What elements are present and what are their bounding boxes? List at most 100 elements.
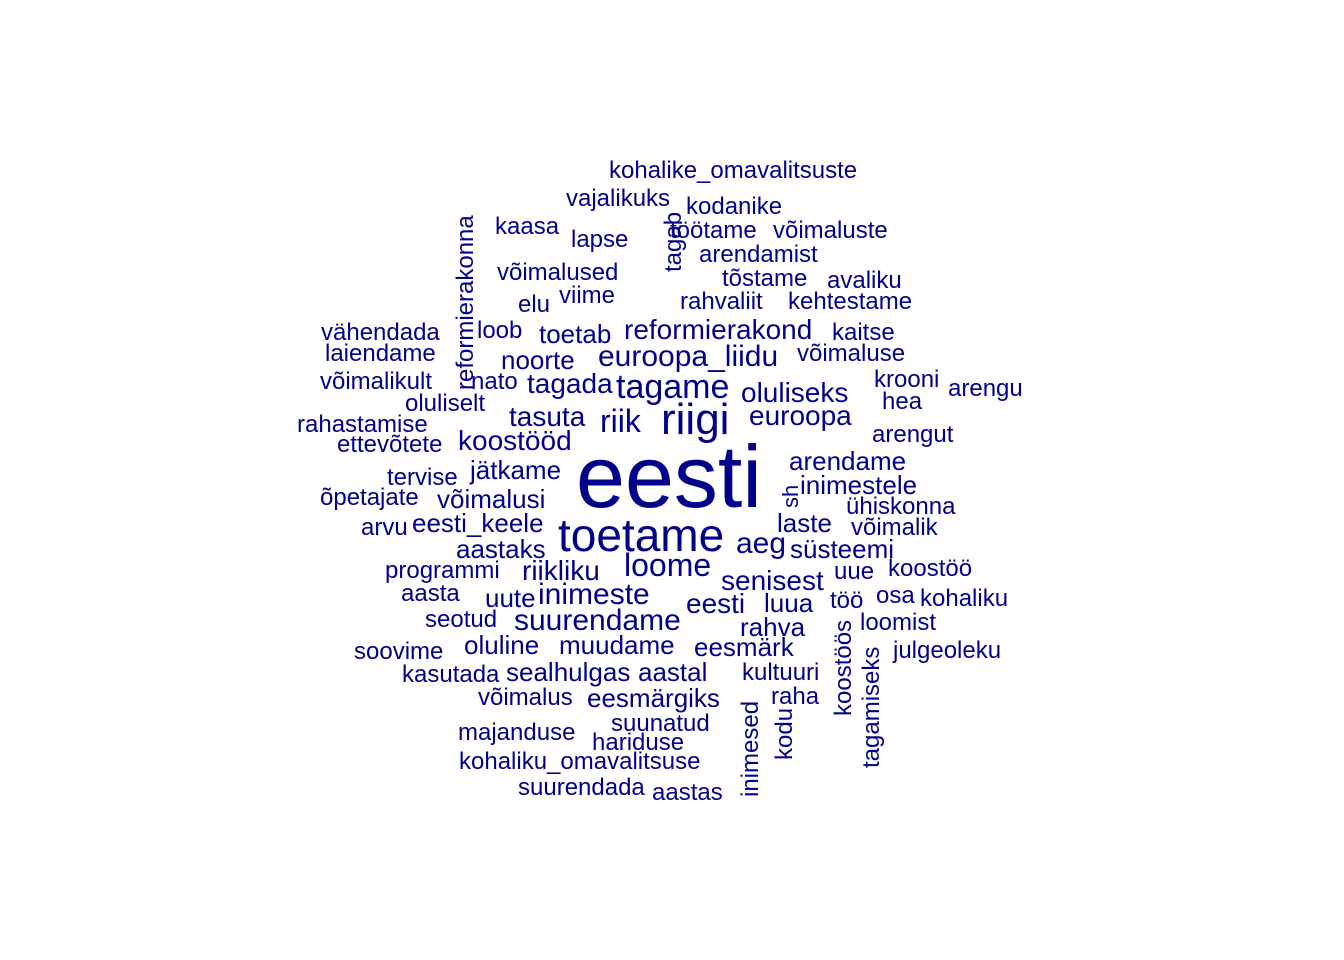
word: vajalikuks (566, 185, 671, 212)
word: avaliku (827, 267, 902, 294)
word: suurendame (514, 604, 681, 637)
word: kasutada (402, 661, 500, 688)
word: tagame (616, 368, 730, 406)
word: võimalikult (320, 368, 433, 395)
word: luua (764, 588, 814, 618)
word: riikliku (522, 555, 600, 586)
word: senisest (721, 565, 824, 596)
word: laste (777, 508, 832, 538)
word: raha (771, 683, 820, 710)
word: tagada (527, 368, 613, 399)
word: võimaluste (773, 217, 888, 244)
word: krooni (874, 366, 940, 393)
word: tagab (660, 211, 687, 272)
word: õpetajate (320, 484, 419, 511)
word: kodu (771, 707, 798, 760)
word: majanduse (458, 719, 576, 746)
word: uute (485, 583, 536, 613)
word: kaasa (495, 213, 560, 240)
word: ühiskonna (846, 493, 956, 520)
word: arendamist (699, 241, 818, 268)
word: toetame (558, 509, 725, 561)
word: aeg (736, 527, 787, 560)
word: koostöös (830, 619, 857, 716)
word: aastaks (456, 534, 546, 564)
word: loomist (860, 609, 937, 636)
word: loome (624, 547, 712, 583)
word: kaitse (832, 319, 895, 346)
word: noorte (501, 345, 575, 375)
word: soovime (354, 638, 444, 665)
word: reformierakonna (452, 215, 479, 390)
word: suunatud (611, 710, 710, 737)
word: suurendada (518, 774, 645, 801)
word: nato (471, 368, 518, 395)
word: võimalused (497, 259, 619, 286)
word: loob (477, 317, 523, 344)
word: rahastamise (297, 411, 428, 438)
word: inimeste (538, 578, 650, 611)
word: süsteemi (790, 534, 895, 564)
word: reformierakond (624, 314, 813, 345)
word: võimalus (478, 684, 573, 711)
word: seotud (425, 606, 498, 633)
word: eesmärgiks (587, 683, 720, 713)
word: hariduse (592, 729, 685, 756)
word: kohaliku (920, 585, 1009, 612)
word: tõstame (722, 265, 808, 292)
word: eesti (576, 427, 762, 526)
word: arendame (789, 446, 907, 476)
word: arengut (872, 421, 954, 448)
word: arvu (361, 514, 408, 541)
word: kultuuri (742, 659, 820, 686)
word: eesti (686, 588, 746, 619)
word: töötame (670, 217, 757, 244)
word: laiendame (325, 340, 436, 367)
word: euroopa_liidu (598, 340, 779, 373)
word: sh (778, 484, 803, 508)
word: kohaliku_omavalitsuse (459, 748, 701, 775)
word: töö (830, 587, 864, 614)
word: vähendada (321, 319, 440, 346)
word: võimalusi (437, 484, 546, 514)
word: eesti_keele (412, 508, 544, 538)
word: kohalike_omavalitsuste (609, 157, 858, 184)
word: oluline (464, 630, 540, 660)
word: eesmärk (694, 632, 794, 662)
word: aastal (638, 657, 708, 687)
word: sealhulgas (506, 657, 631, 687)
word: riigi (661, 395, 730, 444)
word: toetab (539, 319, 612, 349)
word: viime (559, 282, 616, 309)
word: tervise (387, 464, 458, 491)
word: aastas (652, 779, 723, 806)
word: muudame (559, 630, 675, 660)
word: oluliseks (741, 377, 849, 408)
word: jätkame (470, 455, 562, 485)
word: võimalik (851, 514, 938, 541)
word: koostööd (458, 425, 572, 456)
word: elu (518, 291, 551, 318)
word: koostöö (888, 555, 973, 582)
word: kehtestame (788, 288, 913, 315)
word: oluliselt (405, 390, 486, 417)
word: tasuta (509, 401, 586, 432)
word: euroopa (749, 400, 852, 431)
word: uue (834, 558, 875, 585)
word: hea (882, 388, 923, 415)
word: programmi (385, 557, 500, 584)
word: ettevõtete (337, 431, 443, 458)
word: julgeoleku (893, 637, 1002, 664)
word: riik (600, 403, 641, 439)
word: rahvaliit (680, 288, 763, 315)
word: inimesed (737, 700, 764, 797)
word: kodanike (686, 193, 783, 220)
word: aasta (401, 580, 460, 607)
word: arengu (948, 375, 1023, 402)
word: inimestele (800, 470, 918, 500)
word: rahva (740, 612, 806, 642)
word: võimaluse (797, 340, 906, 367)
word: lapse (571, 226, 629, 253)
word: osa (876, 582, 915, 609)
